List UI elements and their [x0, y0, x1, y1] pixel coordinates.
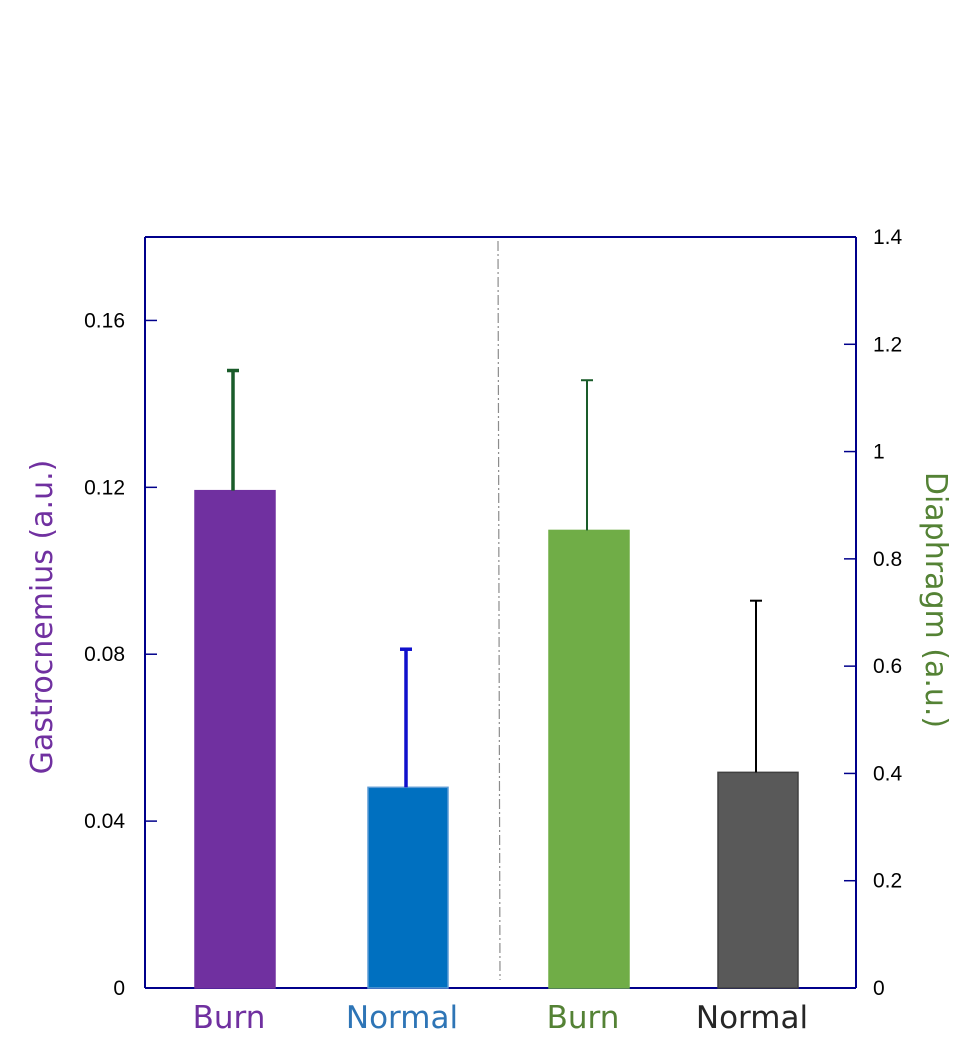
right-axis-ticks: 0 0.2 0.4 0.6 0.8 1 1.2 1.4 [844, 226, 903, 1000]
bar-2 [548, 529, 630, 989]
bar-0 [194, 489, 276, 989]
category-label: Burn [547, 1000, 620, 1036]
left-tick-label: 0.12 [84, 476, 125, 499]
bar-1 [367, 786, 449, 989]
left-axis-ticks: 0 0.04 0.08 0.12 0.16 [84, 309, 157, 1000]
category-label: Burn [193, 1000, 266, 1036]
error-bars-layer [227, 368, 762, 788]
category-label: Normal [696, 1000, 808, 1036]
category-labels: Burn Normal Burn Normal [193, 1000, 808, 1036]
left-tick-label: 0.08 [84, 643, 125, 666]
right-axis-title: Diaphragm (a.u.) [918, 472, 953, 728]
group-divider-line [497, 240, 501, 981]
right-tick-label: 0.2 [873, 870, 902, 893]
right-tick-label: 1 [873, 441, 885, 464]
right-tick-label: 0.8 [873, 548, 902, 571]
bar-3 [717, 771, 799, 989]
right-tick-label: 0.4 [873, 762, 903, 785]
left-axis-title: Gastrocnemius (a.u.) [25, 460, 60, 775]
category-label: Normal [346, 1000, 458, 1036]
group-divider-layer [497, 240, 501, 981]
right-tick-label: 1.4 [873, 226, 903, 249]
right-tick-label: 0.6 [873, 655, 902, 678]
right-tick-label: 0 [873, 977, 885, 1000]
left-tick-label: 0.04 [84, 810, 125, 833]
left-tick-label: 0 [113, 977, 125, 1000]
left-tick-label: 0.16 [84, 309, 125, 332]
right-tick-label: 1.2 [873, 333, 902, 356]
bars-layer [194, 489, 799, 989]
